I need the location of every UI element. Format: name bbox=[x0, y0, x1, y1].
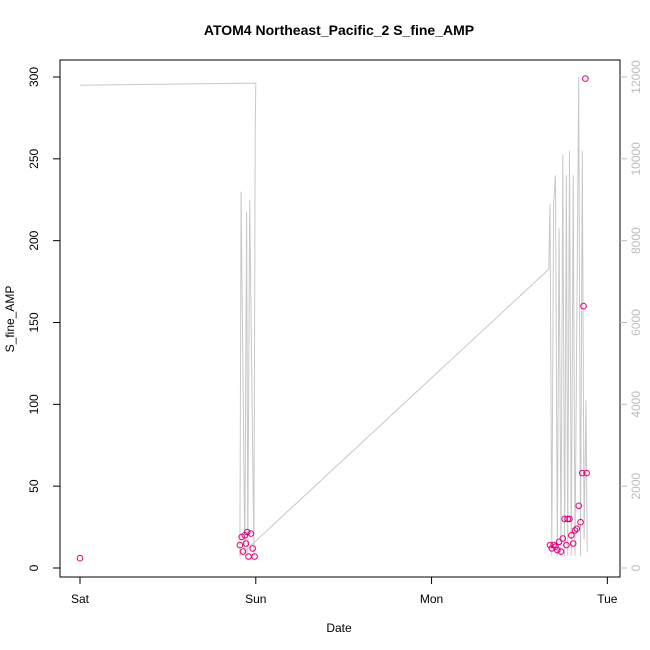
x-axis: Sat Sun Mon Tue bbox=[71, 577, 618, 606]
y-left-tick-label: 100 bbox=[27, 394, 41, 414]
amplitude-line-series bbox=[79, 76, 588, 557]
scatter-point bbox=[243, 528, 251, 536]
scatter-point bbox=[568, 532, 575, 539]
y-left-tick-label: 200 bbox=[27, 230, 41, 250]
scatter-point bbox=[577, 518, 584, 526]
y-right-tick-label: 12000 bbox=[629, 60, 643, 94]
scatter-point bbox=[569, 540, 577, 547]
y-right-tick-label: 10000 bbox=[629, 142, 643, 176]
scatter-point bbox=[76, 554, 84, 562]
right-axis: 0 2000 4000 6000 8000 10000 12000 bbox=[620, 60, 643, 571]
scatter-point bbox=[238, 533, 245, 541]
scatter-point bbox=[564, 515, 572, 523]
y-left-tick-label: 0 bbox=[27, 564, 41, 571]
scatter-point bbox=[245, 553, 252, 560]
y-left-tick-label: 250 bbox=[27, 149, 41, 169]
left-axis: 0 50 100 150 200 250 300 bbox=[27, 67, 60, 571]
scatter-point bbox=[239, 548, 247, 555]
scatter-point bbox=[554, 546, 561, 554]
scatter-point bbox=[557, 548, 565, 555]
scatter-point bbox=[249, 545, 256, 552]
y-axis-label: S_fine_AMP bbox=[3, 286, 17, 353]
scatter-point bbox=[579, 469, 586, 477]
scatter-point bbox=[582, 75, 589, 82]
x-tick-label: Mon bbox=[420, 592, 443, 606]
y-right-tick-label: 2000 bbox=[629, 472, 643, 499]
plot-frame bbox=[59, 59, 621, 578]
scatter-point bbox=[566, 515, 573, 523]
scatter-point bbox=[242, 540, 250, 547]
x-axis-label: Date bbox=[326, 621, 352, 635]
y-left-tick-label: 150 bbox=[27, 312, 41, 332]
amplitude-line bbox=[79, 76, 588, 557]
scatter-point bbox=[571, 527, 579, 534]
scatter-point bbox=[580, 302, 587, 310]
scatter-series bbox=[76, 75, 590, 562]
x-tick-label: Tue bbox=[597, 592, 618, 606]
scatter-point bbox=[247, 530, 255, 537]
chart-title: ATOM4 Northeast_Pacific_2 S_fine_AMP bbox=[204, 22, 474, 38]
scatter-point bbox=[575, 502, 583, 510]
y-left-tick-label: 300 bbox=[27, 67, 41, 87]
y-right-tick-label: 8000 bbox=[629, 227, 643, 254]
scatter-point bbox=[251, 553, 258, 560]
scatter-point bbox=[552, 543, 559, 551]
scatter-point bbox=[555, 538, 563, 546]
y-left-tick-label: 50 bbox=[27, 479, 41, 493]
scatter-point bbox=[559, 535, 567, 542]
scatter-point bbox=[561, 515, 568, 523]
scatter-point bbox=[550, 541, 557, 549]
scatter-point bbox=[573, 525, 581, 533]
scatter-point bbox=[236, 541, 244, 549]
scatter-point bbox=[583, 469, 590, 477]
y-right-tick-label: 0 bbox=[629, 564, 643, 571]
y-right-tick-label: 4000 bbox=[629, 391, 643, 418]
x-tick-label: Sun bbox=[245, 592, 266, 606]
x-tick-label: Sat bbox=[71, 592, 90, 606]
scatter-point bbox=[563, 541, 570, 549]
y-right-tick-label: 6000 bbox=[629, 309, 643, 336]
